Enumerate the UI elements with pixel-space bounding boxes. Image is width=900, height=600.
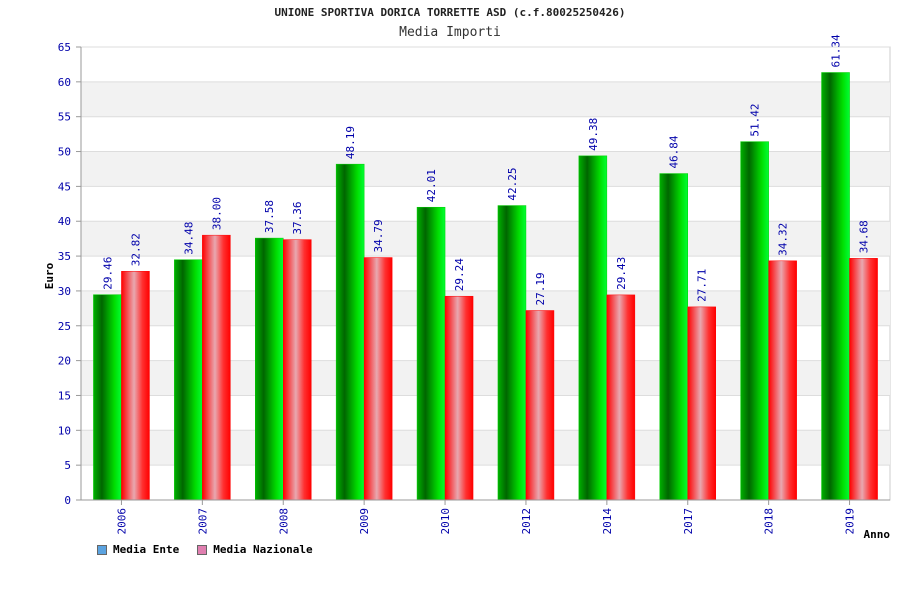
- legend-swatch-nazionale: [197, 544, 208, 555]
- bar-ente: [255, 237, 284, 501]
- bar-nazionale: [202, 234, 231, 501]
- data-label-nazionale: 34.32: [777, 223, 790, 256]
- data-label-nazionale: 32.82: [129, 233, 142, 266]
- y-tick-label: 35: [58, 250, 71, 263]
- axes: 0 5 10 15 20 25 30 35 40 45 50 55 60 65 2006 2007 2008 20…: [58, 41, 890, 535]
- bar-ente: [335, 163, 365, 501]
- data-label-nazionale: 27.19: [534, 272, 547, 305]
- data-label-ente: 37.58: [263, 200, 276, 233]
- bar-nazionale: [444, 295, 474, 501]
- y-tick-label: 0: [64, 494, 71, 507]
- x-tick-label: 2014: [601, 508, 614, 535]
- data-label-nazionale: 34.79: [372, 219, 385, 252]
- data-label-nazionale: 29.24: [453, 258, 466, 291]
- bar-ente: [659, 173, 688, 501]
- x-tick-label: 2018: [763, 508, 776, 535]
- x-axis-label: Anno: [864, 528, 891, 541]
- data-label-nazionale: 34.68: [858, 220, 871, 253]
- legend-label-nazionale: Media Nazionale: [213, 543, 313, 556]
- x-tick-label: 2010: [439, 508, 452, 535]
- bar-ente: [416, 206, 446, 501]
- y-tick-label: 65: [58, 41, 71, 54]
- y-tick-label: 40: [58, 215, 71, 228]
- data-label-nazionale: 29.43: [615, 257, 628, 290]
- bar-nazionale: [121, 271, 150, 501]
- y-tick-label: 60: [58, 76, 71, 89]
- legend: Media Ente Media Nazionale: [97, 543, 313, 556]
- bar-nazionale: [687, 306, 716, 501]
- bar-ente: [174, 259, 203, 501]
- data-label-ente: 34.48: [182, 222, 195, 255]
- data-label-nazionale: 37.36: [291, 202, 304, 235]
- x-tick-label: 2019: [844, 508, 857, 535]
- bar-ente: [578, 155, 608, 501]
- x-tick-label: 2009: [358, 508, 371, 535]
- grid-band: [81, 81, 890, 117]
- y-tick-label: 5: [64, 459, 71, 472]
- data-label-ente: 48.19: [344, 126, 357, 159]
- legend-item-ente: Media Ente: [97, 543, 179, 556]
- data-label-ente: 42.25: [506, 167, 519, 200]
- bar-ente: [740, 141, 769, 501]
- y-tick-label: 25: [58, 320, 71, 333]
- y-tick-label: 55: [58, 111, 71, 124]
- x-tick-label: 2012: [520, 508, 533, 535]
- data-label-ente: 42.01: [425, 169, 438, 202]
- chart-title: UNIONE SPORTIVA DORICA TORRETTE ASD (c.f…: [274, 6, 626, 19]
- data-label-ente: 46.84: [668, 135, 681, 168]
- x-tick-label: 2008: [277, 508, 290, 535]
- x-tick-label: 2017: [682, 508, 695, 535]
- bar-ente: [93, 294, 122, 501]
- bar-nazionale: [283, 239, 312, 501]
- bar-nazionale: [768, 260, 797, 501]
- y-tick-label: 30: [58, 285, 71, 298]
- y-tick-label: 45: [58, 180, 71, 193]
- bar-nazionale: [363, 257, 393, 501]
- data-label-ente: 49.38: [587, 118, 600, 151]
- bars-group: 29.46 32.82 34.48 38.00 37.58 37.36 48.19 34.79…: [93, 34, 878, 501]
- legend-item-nazionale: Media Nazionale: [197, 543, 313, 556]
- x-tick-label: 2006: [115, 508, 128, 535]
- y-tick-label: 10: [58, 424, 71, 437]
- data-label-nazionale: 27.71: [696, 269, 709, 302]
- data-label-nazionale: 38.00: [210, 197, 223, 230]
- legend-swatch-ente: [97, 544, 107, 555]
- x-tick-label: 2007: [196, 508, 209, 535]
- y-axis-label: Euro: [43, 262, 56, 289]
- chart-subtitle: Media Importi: [399, 25, 501, 40]
- data-label-ente: 61.34: [830, 34, 843, 67]
- bar-nazionale: [606, 294, 636, 501]
- legend-label-ente: Media Ente: [113, 543, 180, 556]
- data-label-ente: 51.42: [749, 104, 762, 137]
- y-tick-label: 15: [58, 389, 71, 402]
- bar-ente: [497, 205, 527, 501]
- bar-ente: [821, 72, 850, 501]
- data-label-ente: 29.46: [101, 257, 114, 290]
- y-tick-label: 50: [58, 146, 71, 159]
- bar-nazionale: [849, 258, 878, 501]
- y-tick-label: 20: [58, 355, 71, 368]
- bar-nazionale: [525, 310, 555, 501]
